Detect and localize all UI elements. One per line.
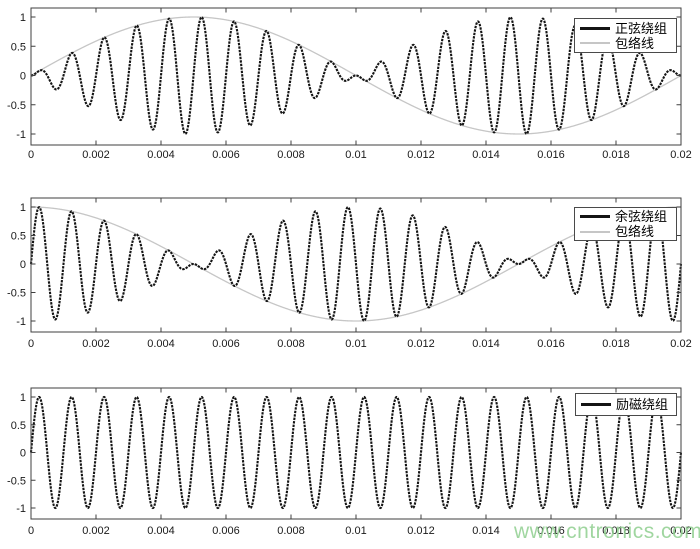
- x-tick-label: 0.006: [212, 525, 240, 537]
- legend-entry: 正弦绕组: [580, 21, 671, 36]
- signal-line: [29, 206, 683, 322]
- y-tick-label: 1: [20, 12, 26, 24]
- legend-sine-winding: 正弦绕组 包络线: [574, 18, 677, 53]
- y-tick-label: 0: [20, 71, 26, 83]
- x-tick-label: 0.02: [670, 525, 691, 537]
- x-tick-label: 0.014: [472, 338, 500, 350]
- legend-entry: 包络线: [580, 36, 671, 51]
- x-tick-label: 0.008: [277, 338, 305, 350]
- x-tick-label: 0.008: [277, 149, 305, 161]
- y-tick-label: 1: [20, 392, 26, 404]
- x-tick-label: 0.014: [472, 149, 500, 161]
- subplot-excitation-winding: 0 0.002 0.004 0.006 0.008 0.01 0.012 0.014 0.016…: [7, 387, 692, 537]
- x-tick-label: 0.01: [345, 525, 366, 537]
- y-tick-label: -1: [16, 316, 26, 328]
- x-tick-label: 0.002: [82, 338, 110, 350]
- y-tick-label: 0.5: [11, 420, 26, 432]
- y-tick-label: -0.5: [7, 100, 26, 112]
- y-tick-label: -1: [16, 129, 26, 141]
- axis-ticks: [30, 8, 682, 145]
- y-tick-label: -1: [16, 503, 26, 515]
- axis-ticks: [30, 388, 682, 519]
- y-tick-label: 1: [20, 202, 26, 214]
- legend-label: 励磁绕组: [616, 397, 669, 412]
- x-tick-label: 0.018: [602, 149, 630, 161]
- x-tick-label: 0.012: [407, 338, 435, 350]
- x-tick-label: 0.016: [537, 338, 565, 350]
- y-tick-label: -0.5: [7, 475, 26, 487]
- x-tick-label: 0.016: [537, 149, 565, 161]
- x-tick-label: 0: [28, 149, 34, 161]
- x-tick-label: 0.018: [602, 338, 630, 350]
- subplot-sine-winding: 0 0.002 0.004 0.006 0.008 0.01 0.012 0.014 0.016…: [7, 7, 692, 161]
- x-tick-label: 0: [28, 338, 34, 350]
- legend-label: 余弦绕组: [615, 209, 668, 224]
- y-tick-label: 0.5: [11, 41, 26, 53]
- subplot-cosine-winding: 0 0.002 0.004 0.006 0.008 0.01 0.012 0.014 0.016…: [7, 197, 692, 350]
- y-tick-label: 0.5: [11, 231, 26, 243]
- x-tick-label: 0.002: [82, 525, 110, 537]
- x-tick-label: 0.016: [537, 525, 565, 537]
- legend-label: 包络线: [615, 35, 655, 51]
- legend-entry: 余弦绕组: [580, 209, 671, 224]
- legend-entry: 励磁绕组: [581, 397, 671, 412]
- x-tick-label: 0.002: [82, 149, 110, 161]
- envelope-line: [30, 16, 682, 135]
- series-lines: [29, 395, 683, 510]
- legend-line-sample-signal: [580, 26, 610, 30]
- x-tick-label: 0.006: [212, 338, 240, 350]
- x-tick-label: 0.006: [212, 149, 240, 161]
- legend-cosine-winding: 余弦绕组 包络线: [574, 207, 677, 241]
- legend-excitation-winding: 励磁绕组: [575, 393, 677, 416]
- x-tick-label: 0.018: [602, 525, 630, 537]
- x-tick-label: 0.014: [472, 525, 500, 537]
- legend-label: 正弦绕组: [615, 20, 668, 36]
- x-tick-label: 0.004: [147, 525, 175, 537]
- x-tick-label: 0.02: [670, 338, 691, 350]
- x-tick-label: 0.01: [345, 338, 366, 350]
- legend-line-sample-envelope: [580, 230, 610, 233]
- x-tick-label: 0.01: [345, 149, 366, 161]
- legend-line-sample-signal: [580, 215, 610, 218]
- x-tick-label: 0.012: [407, 149, 435, 161]
- series-lines: [30, 16, 682, 135]
- x-tick-label: 0.02: [670, 149, 691, 161]
- axis-ticks: [30, 198, 682, 332]
- x-tick-label: 0: [28, 525, 34, 537]
- x-tick-label: 0.004: [147, 338, 175, 350]
- y-tick-label: -0.5: [7, 288, 26, 300]
- x-tick-label: 0.012: [407, 525, 435, 537]
- x-tick-label: 0.008: [277, 525, 305, 537]
- y-tick-label: 0: [20, 259, 26, 271]
- series-lines: [29, 206, 683, 322]
- signal-line: [29, 395, 683, 510]
- legend-entry: 包络线: [580, 224, 671, 239]
- legend-line-sample-signal: [581, 403, 611, 406]
- x-tick-label: 0.004: [147, 149, 175, 161]
- envelope-line: [31, 206, 681, 322]
- legend-line-sample-envelope: [580, 42, 610, 44]
- y-tick-label: 0: [20, 448, 26, 460]
- legend-label: 包络线: [615, 224, 655, 239]
